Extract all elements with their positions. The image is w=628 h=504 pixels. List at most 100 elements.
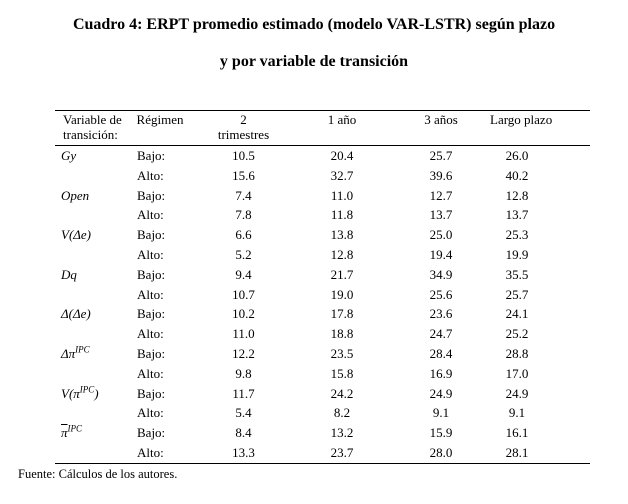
table-row: Alto: 10.7 19.0 25.6 25.7 — [55, 285, 590, 305]
source-note: Fuente: Cálculos de los autores. — [18, 467, 178, 481]
value-cell: 21.7 — [330, 266, 354, 282]
table-row: V(πIPC) Bajo: 11.7 24.2 24.9 24.9 — [55, 384, 590, 404]
value-cell: 25.0 — [429, 227, 453, 243]
value-cell: 40.2 — [505, 167, 529, 183]
transition-variable-cell: Dq — [61, 266, 77, 282]
regime-cell: Bajo: — [137, 148, 166, 163]
regime-cell: Alto: — [137, 444, 164, 460]
value-cell: 8.4 — [235, 425, 252, 441]
table-row: Dq Bajo: 9.4 21.7 34.9 35.5 — [55, 265, 590, 285]
value-cell: 8.2 — [333, 405, 351, 421]
value-cell: 19.4 — [429, 246, 453, 262]
value-cell: 13.3 — [232, 444, 255, 460]
value-cell: 25.6 — [429, 286, 453, 302]
value-cell: 7.8 — [235, 207, 252, 223]
value-cell: 17.8 — [330, 306, 354, 322]
value-cell: 12.8 — [505, 187, 529, 203]
value-cell: 23.6 — [429, 306, 453, 322]
regime-cell: Alto: — [137, 365, 164, 381]
value-cell: 13.8 — [330, 227, 354, 243]
value-cell: 9.1 — [508, 405, 526, 421]
value-cell: 5.2 — [235, 246, 252, 262]
regime-cell: Bajo: — [137, 425, 166, 441]
transition-variable-cell — [55, 285, 125, 305]
transition-variable-cell: V(Δe) — [61, 227, 91, 243]
value-cell: 28.0 — [429, 444, 453, 460]
transition-variable-cell: Open — [61, 187, 90, 203]
value-cell: 7.4 — [235, 187, 252, 203]
value-cell: 24.2 — [330, 385, 354, 401]
table-row: Alto: 15.6 32.7 39.6 40.2 — [55, 166, 590, 186]
value-cell: 28.8 — [505, 345, 529, 361]
value-cell: 17.0 — [505, 365, 529, 381]
transition-variable-cell — [55, 205, 125, 225]
value-cell: 15.8 — [330, 365, 354, 381]
value-cell: 19.9 — [505, 246, 529, 262]
regime-cell: Alto: — [137, 286, 164, 302]
value-cell: 32.7 — [330, 167, 354, 183]
value-cell: 23.5 — [330, 345, 354, 361]
value-cell: 20.4 — [330, 148, 354, 163]
transition-variable-cell — [55, 245, 125, 265]
regime-cell: Bajo: — [137, 306, 166, 322]
value-cell: 5.4 — [235, 405, 252, 421]
title-line-1: Cuadro 4: ERPT promedio estimado (modelo… — [72, 16, 556, 33]
value-cell: 28.1 — [505, 444, 529, 460]
table-row: V(Δe) Bajo: 6.6 13.8 25.0 25.3 — [55, 225, 590, 245]
regime-cell: Alto: — [137, 405, 164, 421]
erpt-table: Variable de transición: Régimen 2 trimes… — [55, 110, 590, 464]
value-cell: 9.1 — [432, 405, 450, 421]
value-cell: 13.7 — [505, 207, 529, 223]
regime-cell: Bajo: — [137, 227, 166, 243]
value-cell: 39.6 — [429, 167, 453, 183]
transition-variable-cell: Gy — [61, 148, 77, 163]
value-cell: 13.7 — [429, 207, 453, 223]
transition-variable-cell: πIPC — [61, 423, 83, 441]
regime-cell: Alto: — [137, 246, 164, 262]
table-row: Open Bajo: 7.4 11.0 12.7 12.8 — [55, 186, 590, 206]
title-line-2: y por variable de transición — [219, 53, 409, 70]
value-cell: 11.7 — [232, 385, 255, 401]
value-cell: 35.5 — [505, 266, 529, 282]
header-1-year: 1 año — [327, 112, 357, 127]
transition-variable-cell: Δ(Δe) — [61, 306, 91, 322]
table-row: Alto: 13.3 23.7 28.0 28.1 — [55, 443, 590, 463]
value-cell: 18.8 — [330, 326, 354, 342]
value-cell: 28.4 — [429, 345, 453, 361]
header-regime: Régimen — [136, 112, 184, 127]
table-row: Gy Bajo: 10.5 20.4 25.7 26.0 — [55, 146, 590, 166]
table-title: Cuadro 4: ERPT promedio estimado (modelo… — [0, 6, 628, 80]
table-row: Alto: 5.4 8.2 9.1 9.1 — [55, 403, 590, 423]
regime-cell: Alto: — [137, 207, 164, 223]
value-cell: 25.7 — [429, 148, 453, 163]
regime-cell: Alto: — [137, 167, 164, 183]
value-cell: 25.3 — [505, 227, 529, 243]
table-row: Alto: 7.8 11.8 13.7 13.7 — [55, 205, 590, 225]
value-cell: 11.8 — [330, 207, 354, 223]
value-cell: 12.8 — [330, 246, 354, 262]
value-cell: 12.7 — [429, 187, 453, 203]
transition-variable-cell: ΔπIPC — [61, 344, 90, 361]
table-row: Δ(Δe) Bajo: 10.2 17.8 23.6 24.1 — [55, 304, 590, 324]
transition-variable-cell — [55, 403, 125, 423]
regime-cell: Bajo: — [137, 345, 166, 361]
table-row: Alto: 9.8 15.8 16.9 17.0 — [55, 364, 590, 384]
value-cell: 15.9 — [429, 425, 453, 441]
transition-variable-cell: V(πIPC) — [61, 384, 99, 401]
value-cell: 15.6 — [232, 167, 255, 183]
value-cell: 26.0 — [505, 148, 529, 163]
value-cell: 10.7 — [232, 286, 255, 302]
value-cell: 25.7 — [505, 286, 529, 302]
value-cell: 16.1 — [505, 425, 529, 441]
value-cell: 11.0 — [232, 326, 255, 342]
table-row: Alto: 5.2 12.8 19.4 19.9 — [55, 245, 590, 265]
regime-cell: Alto: — [137, 326, 164, 342]
header-3-years: 3 años — [424, 112, 458, 127]
value-cell: 9.8 — [235, 365, 252, 381]
header-transition-variable: Variable de transición: — [63, 112, 122, 142]
transition-variable-cell — [55, 443, 125, 463]
value-cell: 11.0 — [330, 187, 354, 203]
value-cell: 24.7 — [429, 326, 453, 342]
header-2-quarters: 2 trimestres — [217, 112, 270, 142]
transition-variable-cell — [55, 166, 125, 186]
